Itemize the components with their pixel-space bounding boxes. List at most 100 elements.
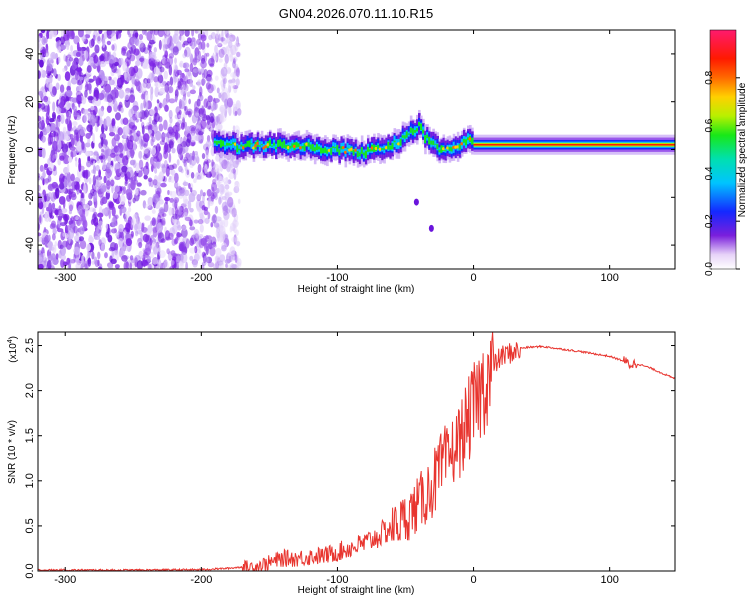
noise-blob bbox=[196, 98, 201, 107]
noise-blob bbox=[196, 193, 202, 202]
noise-blob bbox=[78, 163, 82, 173]
noise-blob bbox=[194, 135, 202, 142]
noise-blob bbox=[57, 139, 62, 151]
noise-blob bbox=[129, 159, 136, 166]
noise-blob bbox=[111, 118, 116, 127]
noise-blob bbox=[150, 71, 155, 80]
noise-blob bbox=[179, 30, 185, 36]
noise-blob bbox=[143, 143, 147, 148]
noise-blob bbox=[153, 156, 160, 163]
noise-blob bbox=[175, 129, 179, 141]
noise-blob bbox=[157, 30, 165, 38]
noise-blob bbox=[211, 243, 217, 248]
noise-blob bbox=[184, 68, 190, 73]
figure-title: GN04.2026.070.11.10.R15 bbox=[279, 6, 433, 21]
noise-blob bbox=[58, 182, 65, 190]
noise-blob bbox=[158, 250, 166, 259]
signal-track-cell bbox=[295, 141, 299, 148]
noise-blob bbox=[175, 255, 181, 263]
signal-track-cell bbox=[236, 145, 239, 153]
noise-blob bbox=[116, 30, 122, 39]
noise-blob bbox=[177, 224, 182, 231]
noise-blob bbox=[91, 260, 95, 265]
signal-track-cell bbox=[467, 137, 470, 141]
noise-blob bbox=[57, 215, 63, 221]
isolated-signal-point bbox=[413, 198, 419, 206]
noise-blob bbox=[219, 261, 225, 266]
noise-blob bbox=[168, 53, 175, 59]
noise-blob bbox=[184, 189, 190, 197]
noise-blob bbox=[114, 175, 121, 181]
noise-blob bbox=[119, 153, 124, 158]
noise-blob bbox=[88, 192, 93, 200]
noise-blob bbox=[101, 162, 107, 171]
noise-blob bbox=[73, 129, 79, 135]
noise-blob bbox=[174, 172, 179, 183]
noise-blob bbox=[106, 179, 111, 190]
noise-blob bbox=[47, 192, 53, 198]
signal-peak bbox=[256, 141, 260, 145]
signal-track-cell bbox=[283, 140, 286, 148]
noise-blob bbox=[175, 125, 181, 132]
noise-blob bbox=[121, 246, 125, 256]
noise-blob bbox=[169, 116, 173, 124]
noise-blob bbox=[197, 120, 202, 130]
noise-blob bbox=[189, 62, 194, 73]
noise-blob bbox=[127, 151, 131, 159]
noise-blob bbox=[85, 150, 92, 157]
noise-blob bbox=[141, 227, 148, 233]
noise-blob bbox=[48, 162, 55, 172]
signal-track-cell bbox=[248, 140, 252, 148]
noise-blob bbox=[237, 258, 242, 267]
noise-blob bbox=[38, 214, 42, 224]
noise-blob bbox=[104, 252, 108, 259]
noise-blob bbox=[50, 220, 56, 228]
noise-blob bbox=[81, 48, 85, 55]
signal-track-cell bbox=[320, 147, 323, 154]
signal-track-cell bbox=[213, 140, 217, 144]
signal-track-cell bbox=[444, 150, 448, 152]
noise-blob bbox=[66, 44, 70, 51]
noise-blob bbox=[183, 212, 188, 218]
noise-blob bbox=[209, 166, 214, 172]
signal-track-cell bbox=[395, 143, 399, 145]
noise-blob bbox=[119, 194, 126, 205]
noise-blob bbox=[95, 175, 103, 181]
signal-track-cell bbox=[373, 144, 376, 153]
signal-peak bbox=[397, 142, 401, 146]
noise-blob bbox=[129, 116, 136, 126]
noise-blob bbox=[163, 119, 168, 131]
signal-track-cell bbox=[424, 135, 427, 144]
signal-track-cell bbox=[440, 145, 444, 153]
noise-blob bbox=[222, 77, 228, 85]
noise-blob bbox=[164, 142, 169, 153]
signal-peak bbox=[370, 146, 374, 150]
signal-track-cell bbox=[381, 148, 384, 150]
noise-blob bbox=[189, 72, 193, 84]
noise-blob bbox=[165, 92, 170, 103]
noise-blob bbox=[186, 169, 190, 176]
noise-blob bbox=[199, 189, 204, 197]
noise-blob bbox=[189, 82, 194, 87]
noise-blob bbox=[162, 260, 169, 269]
signal-track-cell bbox=[217, 140, 221, 144]
noise-blob bbox=[165, 134, 168, 145]
noise-blob bbox=[222, 205, 229, 216]
noise-blob bbox=[158, 102, 163, 109]
noise-blob bbox=[99, 132, 106, 141]
signal-track-cell bbox=[228, 143, 231, 146]
signal-track-cell bbox=[418, 122, 421, 126]
signal-track-cell bbox=[405, 131, 409, 138]
noise-blob bbox=[205, 171, 213, 178]
noise-blob bbox=[219, 106, 225, 112]
noise-blob bbox=[195, 153, 199, 162]
colorbar-ticks: 0.0 0.2 0.4 0.6 0.8 bbox=[704, 70, 740, 276]
signal-track-cell bbox=[240, 144, 243, 147]
signal-track-cell bbox=[275, 146, 278, 150]
noise-blob bbox=[164, 50, 169, 59]
noise-blob bbox=[128, 94, 136, 103]
noise-blob bbox=[143, 98, 147, 109]
noise-blob bbox=[48, 31, 53, 40]
noise-blob bbox=[83, 50, 89, 60]
noise-blob bbox=[174, 209, 181, 221]
